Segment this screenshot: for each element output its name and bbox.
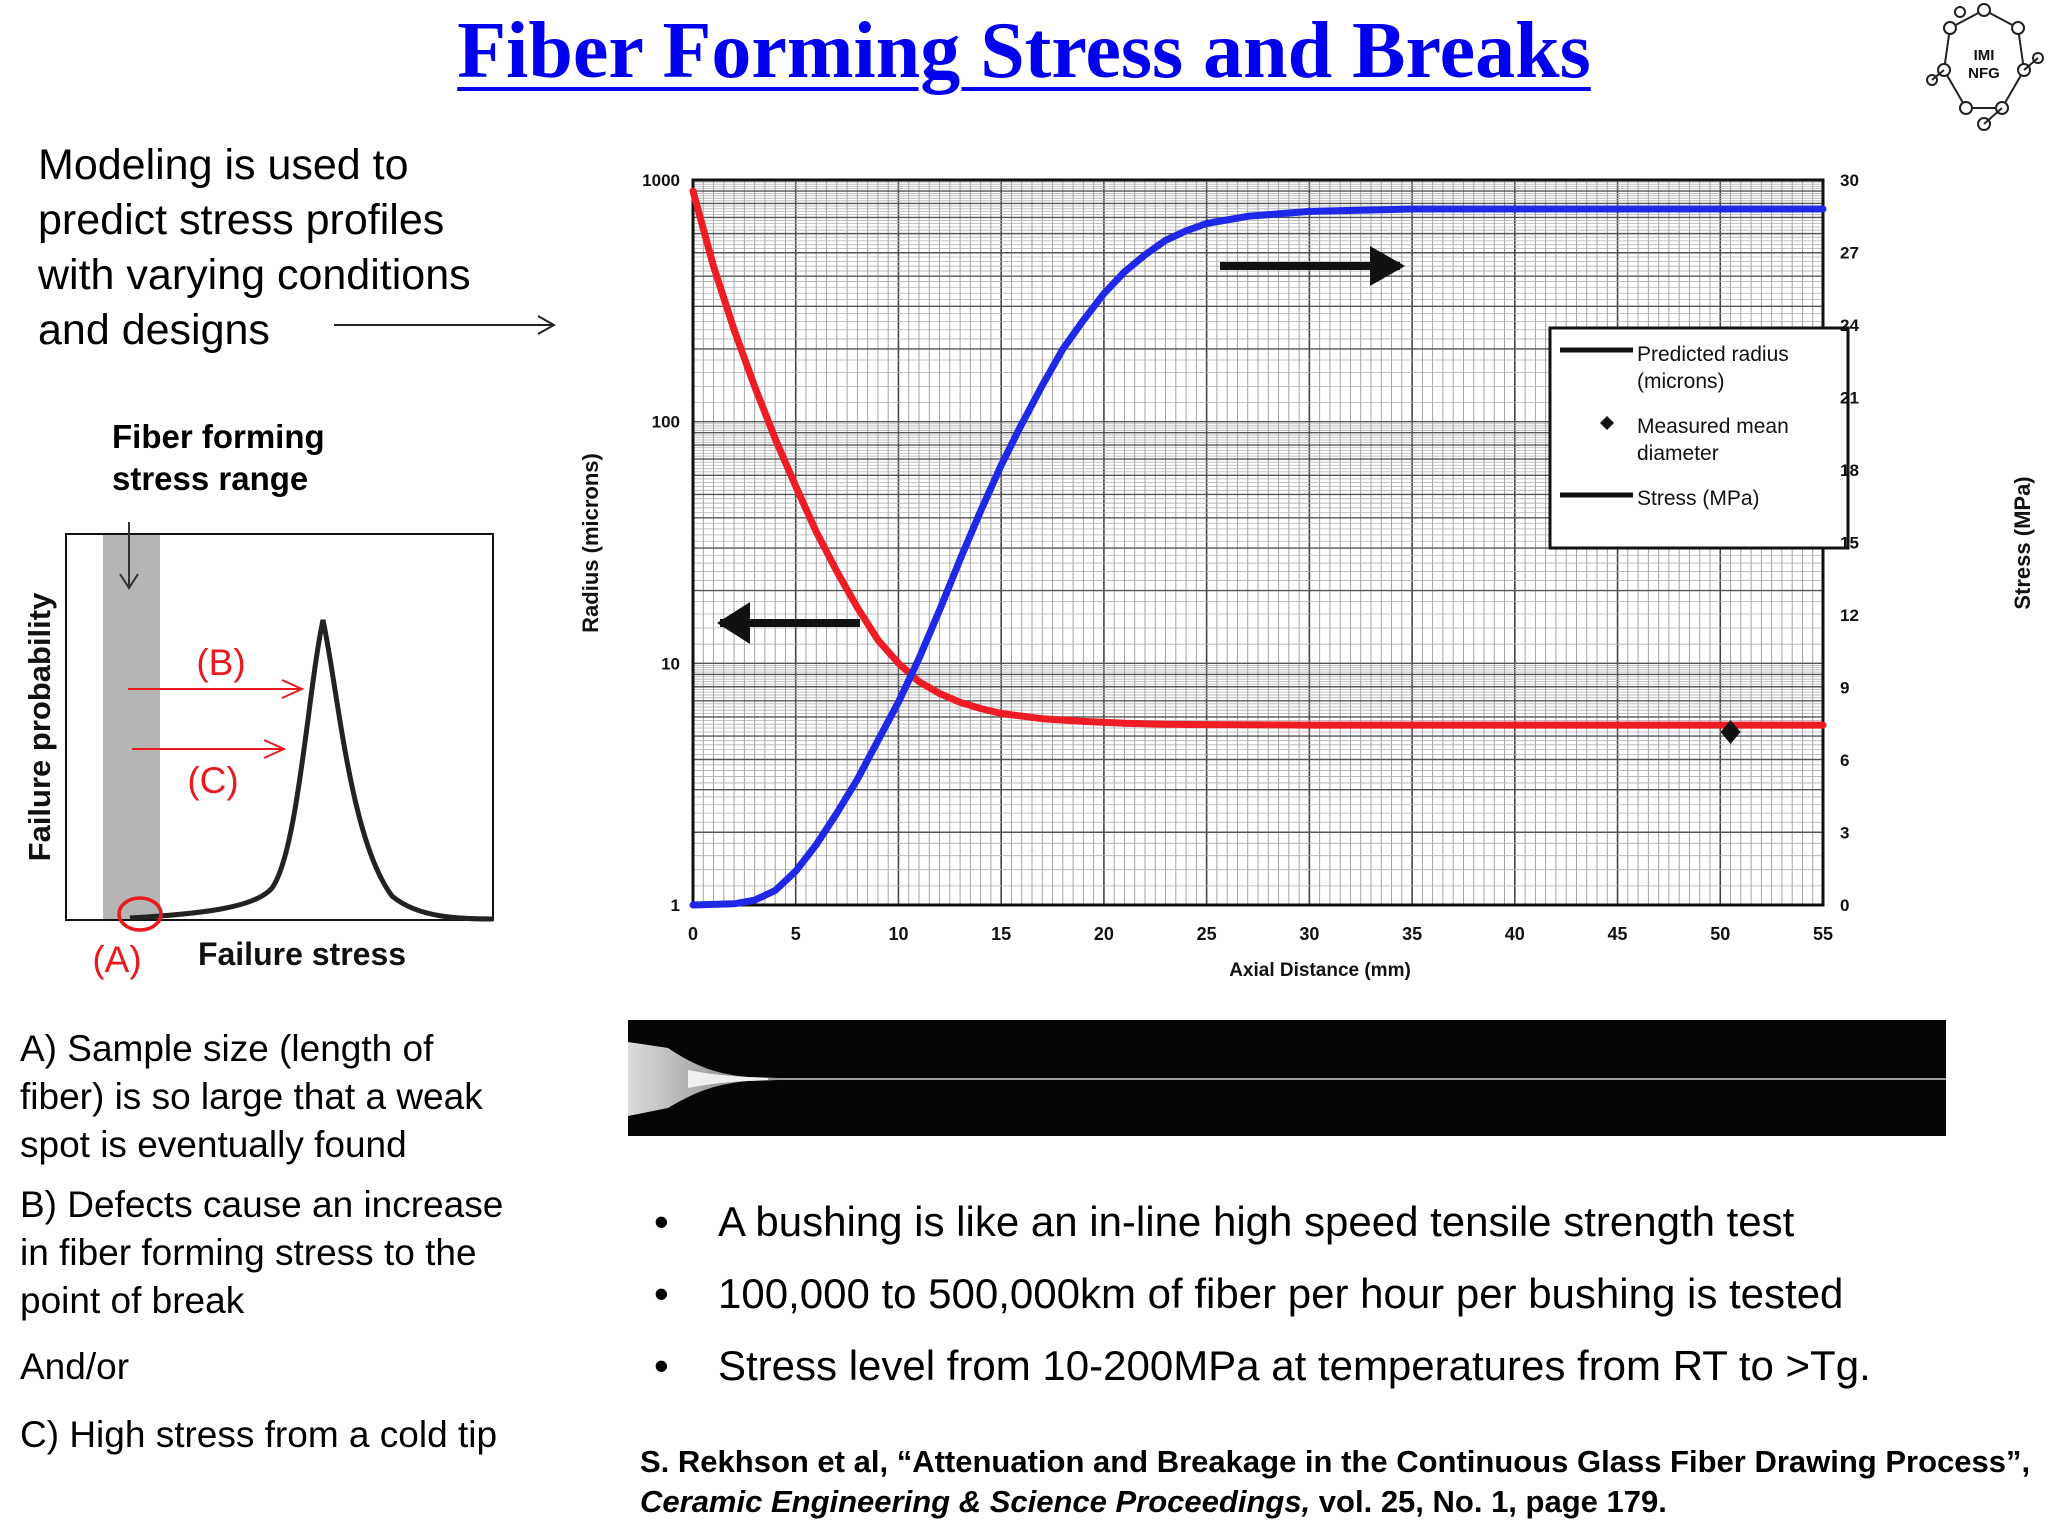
chart-ylabel-left: Radius (microns) — [578, 453, 603, 633]
x-tick-label: 30 — [1299, 924, 1319, 944]
chart-ylabel-right: Stress (MPa) — [2010, 476, 2035, 609]
fiber-drawing-photo — [628, 1020, 1946, 1136]
x-tick-label: 50 — [1710, 924, 1730, 944]
chart-legend: Predicted radius (microns) Measured mean d… — [1548, 326, 1850, 550]
y-right-tick-label: 9 — [1840, 679, 1849, 698]
right-axis-arrow — [1220, 246, 1405, 286]
diagram-ylabel: Failure probability — [22, 592, 57, 861]
band-label: Fiber forming stress range — [112, 418, 325, 497]
citation-volume: vol. 25, No. 1, page 179. — [1310, 1484, 1667, 1519]
radius-series-line — [689, 187, 1827, 729]
x-tick-label: 25 — [1197, 924, 1217, 944]
y-right-tick-label: 18 — [1840, 461, 1859, 480]
bullet-text: 100,000 to 500,000km of fiber per hour p… — [718, 1270, 1844, 1317]
bullet-text: Stress level from 10-200MPa at temperatu… — [718, 1342, 1871, 1389]
x-tick-label: 0 — [688, 924, 698, 944]
bullet-marker: • — [654, 1342, 669, 1389]
y-left-tick-label: 100 — [652, 413, 680, 432]
note-andor: And/or — [20, 1346, 130, 1387]
y-right-tick-label: 30 — [1840, 171, 1859, 190]
x-tick-label: 45 — [1608, 924, 1628, 944]
y-right-tick-label: 3 — [1840, 824, 1849, 843]
y-right-tick-label: 27 — [1840, 244, 1859, 263]
chart-xlabel: Axial Distance (mm) — [1229, 960, 1411, 981]
stress-series-line — [689, 205, 1827, 909]
y-right-tick-label: 6 — [1840, 751, 1849, 770]
y-right-tick-label: 12 — [1840, 606, 1859, 625]
legend-radius-label: Predicted radius (microns) — [1637, 343, 1789, 393]
note-c: C) High stress from a cold tip — [20, 1414, 498, 1455]
diagram-frame — [65, 533, 494, 921]
bullet-marker: • — [654, 1270, 669, 1317]
intro-text: Modeling is used to predict stress profi… — [38, 141, 471, 354]
note-b: B) Defects cause an increase in fiber fo… — [20, 1184, 504, 1321]
x-tick-label: 5 — [791, 924, 801, 944]
chart-grid — [692, 180, 1824, 906]
y-left-tick-label: 1000 — [642, 171, 680, 190]
legend-diamond-marker — [1600, 416, 1614, 430]
marker-a-circle — [117, 896, 163, 932]
x-tick-label: 40 — [1505, 924, 1525, 944]
list-item: • 100,000 to 500,000km of fiber per hour … — [640, 1258, 1871, 1330]
failure-distribution-curve — [129, 619, 494, 922]
list-item: • A bushing is like an in-line high speed… — [640, 1186, 1871, 1258]
note-a: A) Sample size (length of fiber) is so l… — [20, 1028, 483, 1165]
legend-measured-label: Measured mean diameter — [1637, 415, 1789, 465]
bullet-text: A bushing is like an in-line high speed … — [718, 1198, 1795, 1245]
imi-nfg-logo: IMI NFG — [1926, 3, 2044, 131]
y-right-tick-label: 24 — [1840, 316, 1859, 335]
x-tick-label: 15 — [991, 924, 1011, 944]
x-tick-label: 35 — [1402, 924, 1422, 944]
diagram-xlabel: Failure stress — [198, 936, 406, 972]
measured-diameter-point — [1720, 719, 1741, 744]
slide-title: Fiber Forming Stress and Breaks — [457, 7, 1591, 95]
logo-text-nfg: NFG — [1968, 65, 2000, 82]
y-right-tick-label: 15 — [1840, 534, 1859, 553]
label-c: (C) — [187, 760, 238, 801]
y-left-tick-label: 1 — [671, 896, 680, 915]
list-item: • Stress level from 10-200MPa at temperat… — [640, 1330, 1871, 1402]
logo-text-imi: IMI — [1974, 47, 1995, 64]
citation: S. Rekhson et al, “Attenuation and Break… — [640, 1442, 2040, 1522]
x-tick-label: 20 — [1094, 924, 1114, 944]
left-axis-arrow — [717, 602, 860, 644]
legend-stress-label: Stress (MPa) — [1637, 487, 1760, 510]
intro-arrow — [334, 315, 557, 335]
citation-authors-title: S. Rekhson et al, “Attenuation and Break… — [640, 1444, 2031, 1479]
x-tick-label: 55 — [1813, 924, 1833, 944]
bullet-marker: • — [654, 1198, 669, 1245]
failure-probability-diagram: (B) (C) (A) Failure stress Failure proba… — [22, 522, 494, 980]
label-b: (B) — [196, 642, 245, 683]
stress-range-band — [103, 534, 160, 920]
radius-stress-chart: Predicted radius (microns) Measured mean d… — [578, 171, 2035, 981]
y-right-tick-label: 21 — [1840, 389, 1859, 408]
x-tick-label: 10 — [888, 924, 908, 944]
key-points-list: • A bushing is like an in-line high speed… — [640, 1186, 1871, 1402]
y-left-tick-label: 10 — [661, 654, 680, 673]
y-right-tick-label: 0 — [1840, 896, 1849, 915]
label-a: (A) — [92, 939, 141, 980]
citation-journal: Ceramic Engineering & Science Proceeding… — [640, 1484, 1311, 1519]
